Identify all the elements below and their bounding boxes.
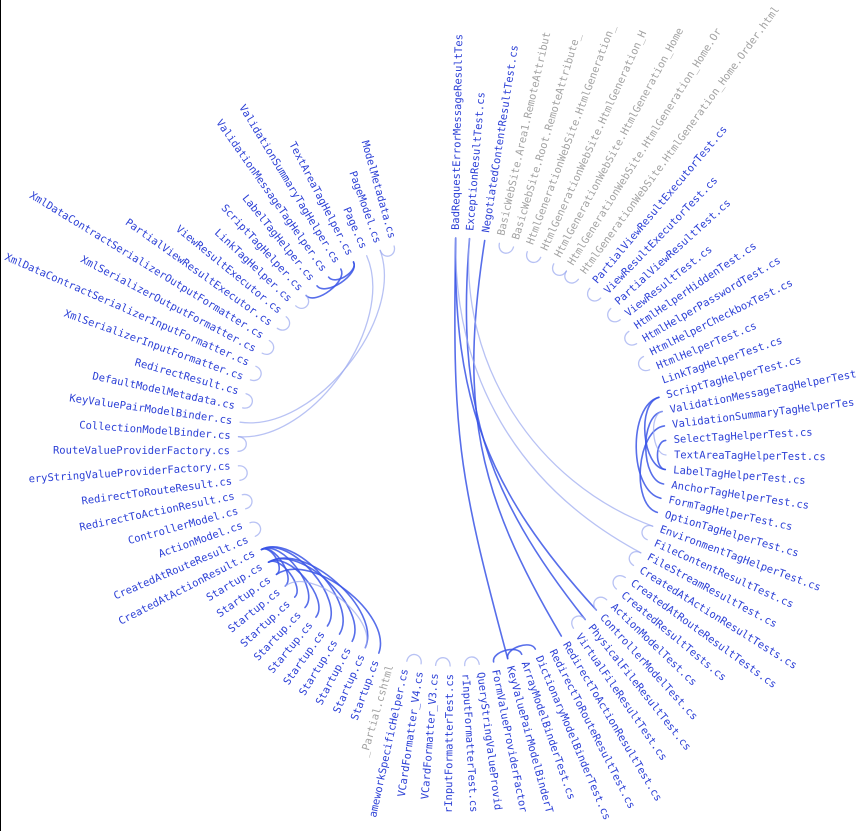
dependency-edge bbox=[467, 238, 654, 527]
dependency-edge bbox=[455, 237, 642, 554]
node-label: NegotiatedContentResultTest.cs bbox=[480, 44, 521, 233]
node-label: SelectTagHelperTest.cs bbox=[673, 426, 813, 446]
dependency-edge bbox=[551, 263, 568, 276]
dependency-edge bbox=[239, 249, 386, 424]
dependency-edge bbox=[241, 393, 253, 409]
dependency-edge bbox=[492, 648, 523, 663]
dependency-edge bbox=[612, 575, 626, 590]
dependency-edge bbox=[249, 365, 262, 382]
dependency-edge bbox=[473, 239, 563, 637]
dependency-edge bbox=[379, 245, 396, 257]
node-label: rInputFormatterTest.cs bbox=[459, 673, 479, 813]
dependency-edge bbox=[644, 410, 665, 485]
node-label: BadRequestErrorMessageResultTes bbox=[450, 34, 465, 230]
dependency-edge bbox=[454, 237, 509, 660]
dependency-edge bbox=[593, 596, 608, 611]
dependency-edge bbox=[327, 261, 355, 281]
dependency-edge bbox=[237, 436, 247, 452]
dependency-edge bbox=[656, 439, 667, 471]
dependency-edge bbox=[295, 294, 310, 310]
dependency-edge bbox=[249, 521, 262, 537]
window-left-border bbox=[0, 0, 1, 831]
dependency-edge bbox=[637, 355, 651, 372]
dependency-edge bbox=[267, 558, 356, 643]
dependency-edge bbox=[260, 548, 281, 576]
dependency-edge bbox=[406, 653, 422, 665]
dependency-edge bbox=[241, 493, 253, 510]
dependency-edge bbox=[624, 330, 638, 346]
dependency-edge bbox=[237, 255, 374, 438]
dependency-edge bbox=[275, 568, 382, 654]
dependency-edge bbox=[267, 559, 320, 618]
dependency-edge bbox=[465, 237, 586, 621]
dependency-edge bbox=[434, 657, 451, 667]
dependency-edge bbox=[607, 307, 621, 323]
dependency-edge bbox=[260, 547, 310, 609]
label-layer: BadRequestErrorMessageResultTesException… bbox=[3, 4, 857, 822]
node-label: TextAreaTagHelperTest.cs bbox=[674, 449, 826, 463]
dependency-edge bbox=[641, 524, 654, 541]
dependency-edge bbox=[652, 410, 667, 456]
dependency-edge bbox=[305, 268, 343, 299]
dependency-edge bbox=[525, 251, 542, 264]
dependency-edge bbox=[237, 465, 248, 481]
dependency-edge bbox=[643, 396, 667, 471]
dependency-edge bbox=[586, 287, 602, 302]
dependency-edge bbox=[628, 551, 642, 567]
dependency-edge bbox=[564, 270, 580, 284]
dependency-edge bbox=[571, 615, 586, 629]
dependency-edge bbox=[506, 644, 537, 660]
dependency-edge bbox=[498, 242, 515, 254]
dependency-edge bbox=[635, 396, 662, 500]
dependency-edge bbox=[639, 425, 666, 514]
dependency-edge bbox=[261, 339, 275, 355]
edge-layer bbox=[237, 237, 667, 667]
dependency-edge bbox=[260, 546, 332, 627]
node-label: rInputFormatterTest.cs bbox=[443, 674, 456, 813]
dependency-edge bbox=[276, 316, 291, 331]
dependency-edge bbox=[464, 656, 480, 667]
node-label: RouteValueProviderFactory.cs bbox=[53, 445, 230, 458]
dependency-edge bbox=[267, 560, 298, 598]
dependency-edge bbox=[454, 237, 598, 611]
dependency-edge bbox=[284, 580, 368, 649]
